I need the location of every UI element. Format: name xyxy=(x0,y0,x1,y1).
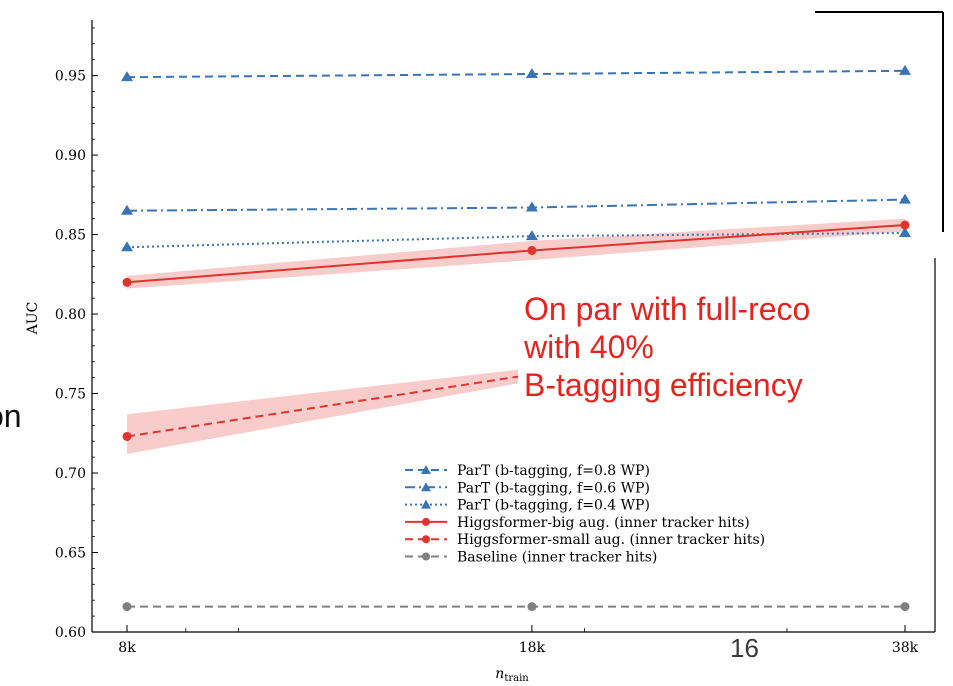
confidence-bands xyxy=(127,218,905,454)
y-tick-label: 0.90 xyxy=(55,148,86,164)
x-tick-label: 8k xyxy=(118,640,136,656)
x-axis-title: ntrain xyxy=(495,666,529,684)
legend-marker xyxy=(422,517,430,526)
y-tick-label: 0.65 xyxy=(55,546,86,562)
data-point xyxy=(121,241,133,252)
data-point xyxy=(121,71,133,82)
annotation-line-2: with 40% xyxy=(524,329,654,365)
tick-labels: 0.60 0.65 0.70 0.75 0.80 0.85 0.90 0.95 8k 18k 38k xyxy=(55,69,919,656)
data-point xyxy=(900,220,910,230)
confidence-band xyxy=(127,368,532,454)
page-number: 16 xyxy=(730,633,759,663)
plot-frame xyxy=(91,20,936,633)
legend: ParT (b-tagging, f=0.8 WP)ParT (b-taggin… xyxy=(405,463,765,566)
legend-label: Higgsformer-small aug. (inner tracker hi… xyxy=(457,532,765,548)
legend-marker xyxy=(421,499,431,509)
x-tick-label: 18k xyxy=(519,640,546,656)
legend-marker xyxy=(422,552,430,561)
legend-label: ParT (b-tagging, f=0.4 WP) xyxy=(457,498,650,514)
clipped-slide-word: on xyxy=(0,398,22,434)
y-tick-label: 0.60 xyxy=(55,625,86,641)
annotation-line-3: B-tagging efficiency xyxy=(524,367,803,403)
data-point xyxy=(122,602,132,612)
legend-marker xyxy=(421,482,431,492)
y-tick-label: 0.75 xyxy=(55,387,86,403)
legend-label: ParT (b-tagging, f=0.8 WP) xyxy=(457,463,650,479)
series-line xyxy=(126,69,906,79)
annotation-box: On par with full-reco with 40% B-tagging… xyxy=(518,288,817,408)
axis-ticks xyxy=(92,27,906,633)
confidence-band xyxy=(127,218,905,289)
legend-label: ParT (b-tagging, f=0.6 WP) xyxy=(457,480,650,496)
y-tick-label: 0.80 xyxy=(55,307,86,323)
legend-marker xyxy=(422,535,430,544)
data-point xyxy=(525,68,538,78)
data-point xyxy=(527,602,537,612)
data-point xyxy=(122,431,132,441)
legend-label: Higgsformer-big aug. (inner tracker hits… xyxy=(457,515,750,531)
data-point xyxy=(900,602,910,612)
y-axis-title: AUC xyxy=(25,302,41,336)
y-tick-label: 0.95 xyxy=(55,69,86,85)
y-tick-label: 0.70 xyxy=(55,466,86,482)
data-point xyxy=(899,193,911,204)
series-line xyxy=(126,198,906,212)
data-point xyxy=(122,277,132,287)
legend-label: Baseline (inner tracker hits) xyxy=(457,550,657,566)
data-point xyxy=(899,226,911,237)
data-point xyxy=(525,230,538,241)
data-point xyxy=(121,204,133,215)
data-point xyxy=(899,64,911,75)
data-point xyxy=(525,201,538,212)
data-point xyxy=(527,245,537,255)
top-right-bracket xyxy=(815,11,944,232)
y-tick-label: 0.85 xyxy=(55,228,86,244)
annotation-line-1: On par with full-reco xyxy=(524,291,811,327)
x-tick-label: 38k xyxy=(892,640,919,656)
series-line xyxy=(126,373,533,438)
legend-marker xyxy=(421,465,431,474)
